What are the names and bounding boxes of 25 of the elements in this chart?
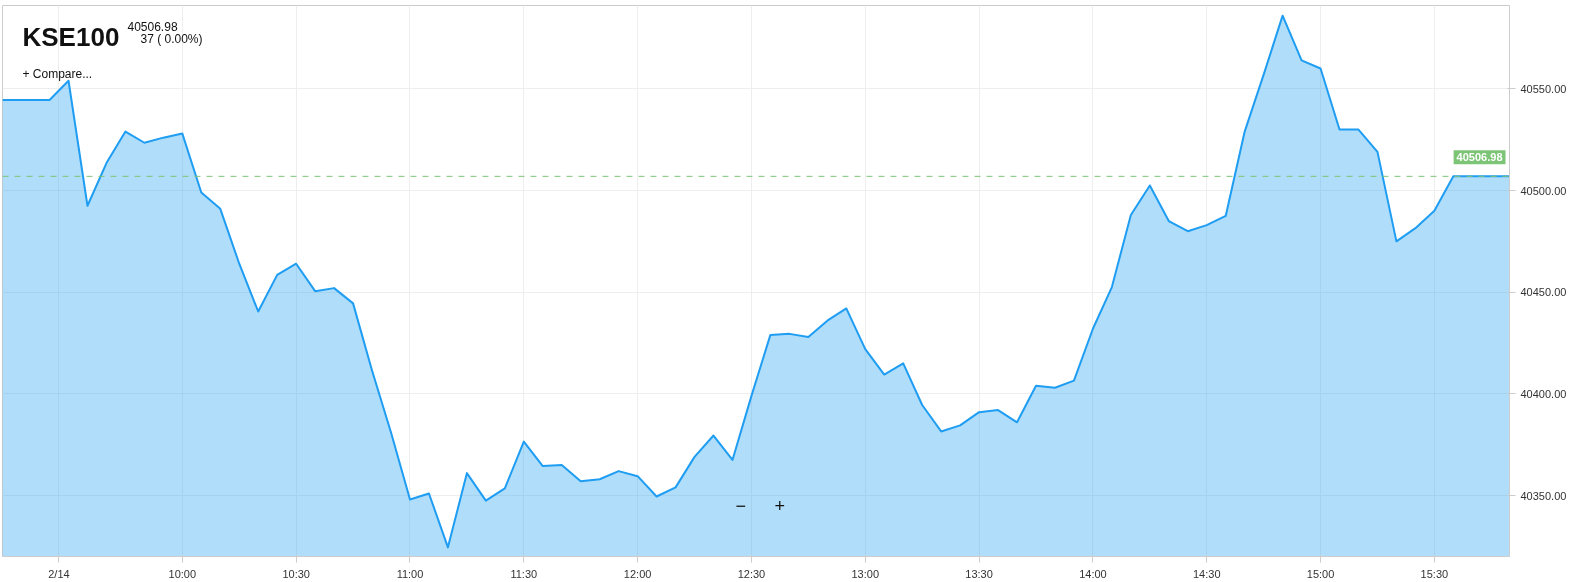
y-tick-label: 40500.00: [1520, 184, 1567, 197]
x-tick-label: 2/14: [48, 567, 70, 580]
x-tick-label: 14:00: [1079, 567, 1107, 580]
annotation: 37 ( 0.00%): [140, 31, 203, 46]
x-tick-label: 11:00: [396, 567, 424, 580]
y-tick-label: 40350.00: [1520, 489, 1567, 502]
x-tick-label: 10:00: [168, 567, 197, 580]
annotation: −: [735, 495, 747, 516]
x-tick-label: 13:30: [965, 567, 993, 580]
x-tick-label: 12:00: [623, 567, 652, 580]
x-tick-label: 15:30: [1420, 567, 1449, 580]
annotation: +: [774, 495, 786, 516]
x-tick-label: 15:00: [1306, 567, 1335, 580]
text: KSE100: [22, 21, 120, 52]
ref-line-label: 40506.98: [1456, 151, 1503, 164]
x-tick-label: 10:30: [282, 567, 310, 580]
y-tick-label: 40400.00: [1520, 387, 1567, 400]
x-tick-label: 13:00: [851, 567, 880, 580]
x-tick-label: 11:30: [510, 567, 538, 580]
x-tick-label: 12:30: [737, 567, 766, 580]
y-tick-label: 40450.00: [1520, 286, 1567, 299]
annotation: + Compare...: [22, 66, 93, 81]
y-tick-label: 40550.00: [1520, 82, 1567, 95]
x-tick-label: 14:30: [1192, 567, 1221, 580]
text: 40506.98: [127, 19, 178, 34]
